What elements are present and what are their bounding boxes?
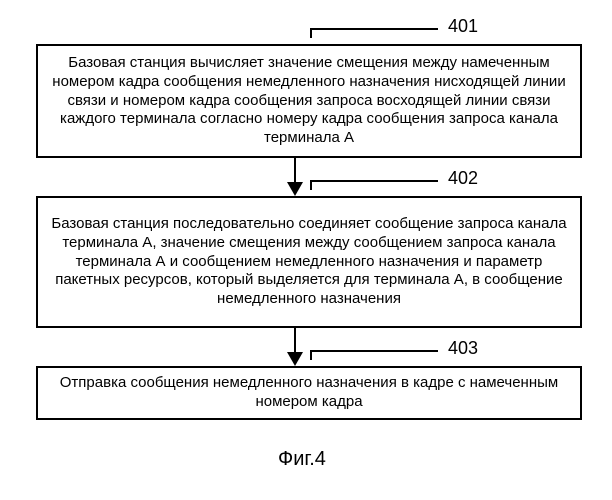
arrow-1-line bbox=[294, 158, 296, 182]
leader-notch-402 bbox=[310, 180, 312, 190]
leader-402 bbox=[310, 180, 438, 182]
arrow-1-head bbox=[287, 182, 303, 196]
label-401: 401 bbox=[448, 16, 478, 37]
label-403: 403 bbox=[448, 338, 478, 359]
step-text-402: Базовая станция последовательно соединяе… bbox=[48, 215, 570, 309]
step-box-401: Базовая станция вычисляет значение смеще… bbox=[36, 44, 582, 158]
step-text-401: Базовая станция вычисляет значение смеще… bbox=[48, 54, 570, 148]
arrow-2-line bbox=[294, 328, 296, 352]
leader-403 bbox=[310, 350, 438, 352]
step-box-402: Базовая станция последовательно соединяе… bbox=[36, 196, 582, 328]
step-box-403: Отправка сообщения немедленного назначен… bbox=[36, 366, 582, 420]
leader-notch-403 bbox=[310, 350, 312, 360]
figure-caption: Фиг.4 bbox=[278, 448, 326, 471]
step-text-403: Отправка сообщения немедленного назначен… bbox=[48, 374, 570, 412]
label-402: 402 bbox=[448, 168, 478, 189]
leader-401 bbox=[310, 28, 438, 30]
leader-notch-401 bbox=[310, 28, 312, 38]
arrow-2-head bbox=[287, 352, 303, 366]
